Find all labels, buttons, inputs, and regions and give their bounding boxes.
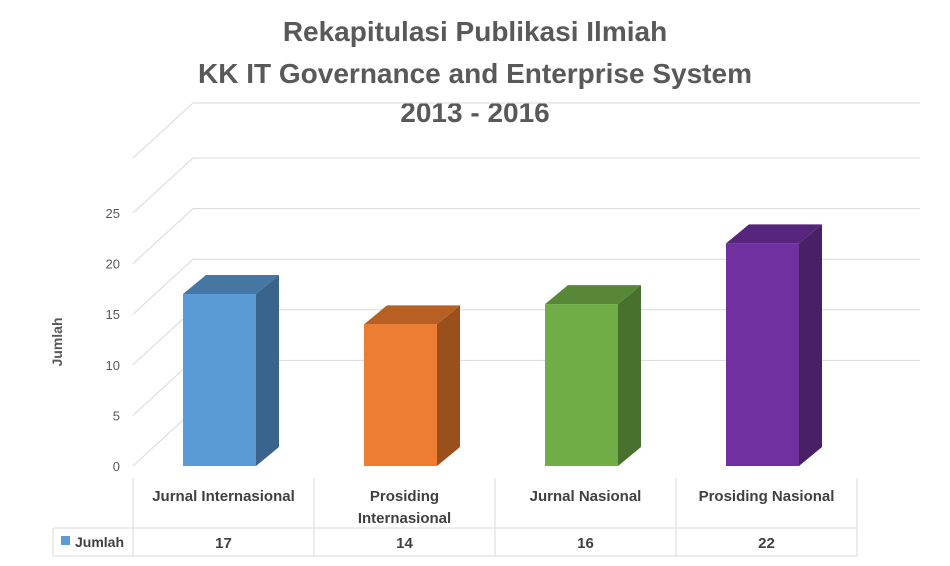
bar	[183, 293, 256, 466]
y-tick-label: 10	[106, 358, 120, 373]
bar-side	[256, 274, 279, 466]
bar	[364, 324, 437, 466]
bar-side	[437, 305, 460, 466]
bar	[726, 243, 799, 466]
y-axis-label: Jumlah	[49, 317, 65, 366]
y-tick-label: 20	[106, 257, 120, 272]
gridline-diagonal	[132, 157, 194, 214]
chart-title-line-1: Rekapitulasi Publikasi Ilmiah	[282, 16, 668, 47]
x-tick-label: Internasional	[358, 510, 451, 527]
x-tick-label: Jurnal Nasional	[530, 488, 642, 505]
data-label: 14	[396, 535, 413, 552]
bar-top	[364, 305, 460, 325]
chart-title-line-3: 2013 - 2016	[400, 97, 550, 128]
data-label: 17	[215, 535, 232, 552]
y-tick-label: 0	[113, 459, 120, 474]
bar-side	[799, 224, 822, 466]
x-tick-label: Prosiding Nasional	[699, 488, 835, 505]
bar-top	[545, 285, 641, 305]
x-tick-label: Prosiding	[370, 488, 439, 505]
bar-top	[183, 274, 279, 294]
chart-title-line-2: KK IT Governance and Enterprise System	[198, 58, 752, 89]
legend-label: Jumlah	[75, 534, 124, 550]
legend-swatch	[61, 536, 70, 545]
y-tick-label: 25	[106, 206, 120, 221]
bar	[545, 304, 618, 466]
gridline-diagonal	[132, 102, 194, 159]
gridline-diagonal	[132, 208, 194, 264]
data-label: 16	[577, 535, 594, 552]
bar-top	[726, 224, 822, 244]
y-tick-label: 5	[113, 408, 120, 423]
bar-side	[618, 285, 641, 466]
gridline-diagonal	[132, 258, 194, 315]
y-tick-label: 15	[106, 307, 120, 322]
x-tick-label: Jurnal Internasional	[152, 488, 295, 505]
data-label: 22	[758, 535, 775, 552]
